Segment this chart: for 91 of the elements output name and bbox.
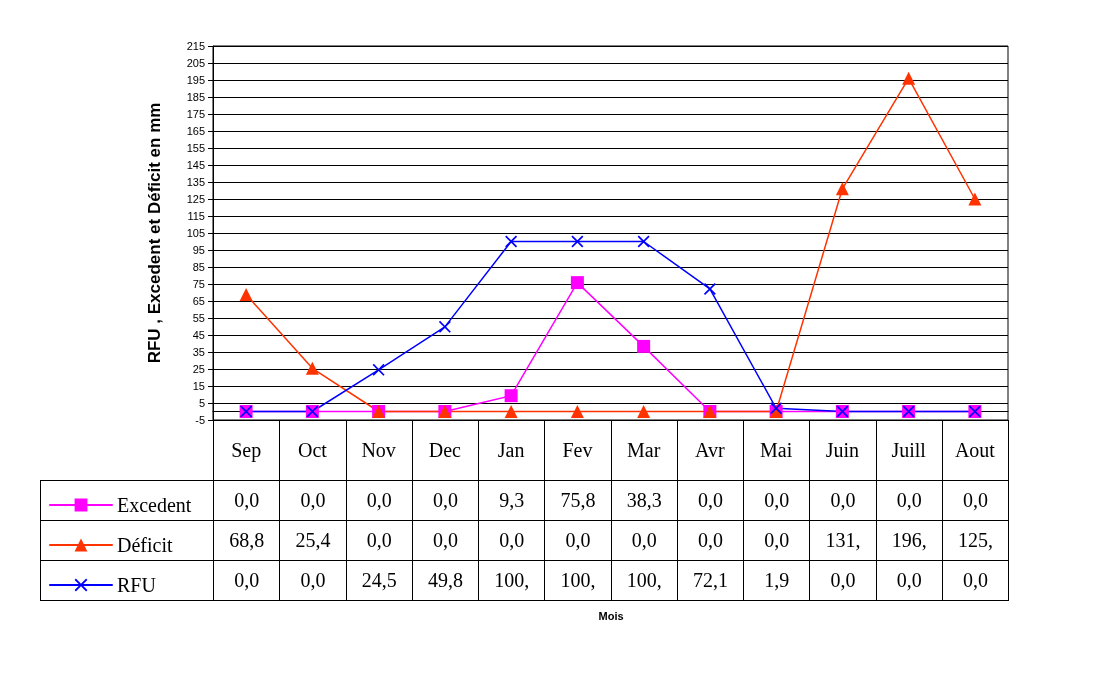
point	[239, 288, 253, 302]
data-label: 0,0	[411, 480, 479, 521]
point	[968, 192, 982, 206]
data-label: 131,	[809, 520, 877, 561]
data-label: 0,0	[213, 480, 281, 521]
y-tick-label: 195	[186, 74, 205, 86]
data-label: 0,0	[809, 480, 877, 521]
data-label: 0,0	[610, 520, 678, 561]
x-tick-label: Mai	[760, 439, 793, 461]
y-tick-label: 185	[186, 91, 205, 103]
text: Mois	[598, 609, 624, 622]
data-label: 0,0	[875, 560, 943, 601]
point	[637, 339, 651, 353]
point	[835, 182, 849, 196]
x-tick-label: Juin	[825, 439, 860, 461]
data-label: 49,8	[411, 560, 479, 601]
data-label: 196,	[875, 520, 943, 561]
point	[504, 389, 518, 403]
y-axis-title: RFU , Excedent et Déficit en mm	[145, 102, 164, 364]
point	[570, 405, 584, 418]
point	[703, 282, 716, 295]
y-tick-label: 75	[192, 278, 205, 290]
data-label: 24,5	[345, 560, 413, 601]
point	[637, 405, 651, 418]
data-label: 0,0	[279, 480, 347, 521]
data-label: 0,0	[676, 520, 744, 561]
data-label: 0,0	[345, 480, 413, 521]
data-label: 125,	[941, 520, 1009, 561]
y-tick-label: 175	[186, 108, 205, 120]
point	[438, 320, 451, 333]
y-tick-label: 215	[186, 40, 205, 52]
point	[902, 71, 916, 85]
y-tick-label: 115	[187, 210, 205, 222]
y-tick-label: 55	[192, 312, 205, 324]
data-label: 9,3	[478, 480, 546, 521]
x-tick-label: Nov	[361, 439, 396, 461]
y-tick-label: 45	[192, 329, 205, 341]
point	[305, 361, 319, 375]
data-label: 0,0	[213, 560, 281, 601]
data-label: 0,0	[743, 520, 811, 561]
y-tick-label: 85	[192, 261, 205, 273]
data-label: 0,0	[676, 480, 744, 521]
legend-label: Excedent	[117, 494, 192, 516]
data-label: 1,9	[743, 560, 811, 601]
point	[637, 235, 650, 248]
y-tick-label: 155	[186, 142, 205, 154]
data-label: 0,0	[411, 520, 479, 561]
data-label: 0,0	[544, 520, 612, 561]
y-tick-label: -5	[195, 414, 205, 426]
data-label: 0,0	[743, 480, 811, 521]
x-tick-label: Juill	[891, 439, 927, 461]
y-tick-label: 95	[192, 244, 205, 256]
y-tick-label: 125	[186, 193, 205, 205]
data-label: 72,1	[676, 560, 744, 601]
y-tick-label: 15	[192, 380, 205, 392]
legend-label: Déficit	[117, 534, 173, 556]
data-label: 100,	[478, 560, 546, 601]
y-tick-label: 165	[186, 125, 205, 137]
x-tick-label: Oct	[297, 439, 328, 461]
legend-label: RFU	[117, 574, 157, 596]
x-tick-label: Jan	[497, 439, 525, 461]
point	[570, 276, 584, 290]
y-tick-label: 145	[186, 159, 205, 171]
data-label: 38,3	[610, 480, 678, 521]
y-tick-label: 135	[186, 176, 205, 188]
y-tick-label: 105	[186, 227, 205, 239]
x-tick-label: Dec	[428, 439, 462, 461]
x-tick-label: Sep	[231, 439, 262, 462]
y-tick-label: 5	[198, 397, 205, 409]
x-tick-label: Mar	[626, 439, 661, 461]
data-label: 100,	[610, 560, 678, 601]
data-label: 25,4	[279, 520, 347, 561]
point	[571, 235, 584, 248]
x-tick-label: Fev	[562, 439, 593, 461]
point	[504, 405, 518, 418]
y-tick-label: 205	[186, 57, 205, 69]
data-label: 0,0	[478, 520, 546, 561]
y-tick-label: 65	[192, 295, 205, 307]
data-label: 0,0	[941, 480, 1009, 521]
x-tick-label: Avr	[695, 439, 726, 461]
x-tick-label: Aout	[954, 439, 996, 461]
data-label: 0,0	[279, 560, 347, 601]
data-label: 100,	[544, 560, 612, 601]
data-label: 0,0	[941, 560, 1009, 601]
data-label: 0,0	[875, 480, 943, 521]
y-tick-label: 35	[192, 346, 205, 358]
data-label: 0,0	[345, 520, 413, 561]
data-label: 68,8	[213, 520, 281, 561]
data-label: 0,0	[809, 560, 877, 601]
y-tick-label: 25	[192, 363, 205, 375]
data-label: 75,8	[544, 480, 612, 521]
